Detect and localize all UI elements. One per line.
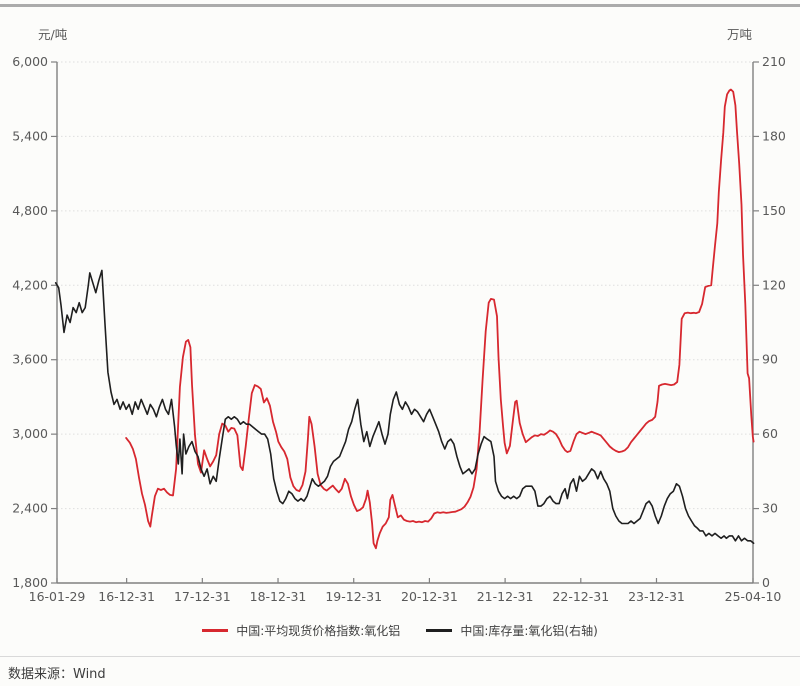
x-axis-tick-label: 23-12-31: [628, 589, 685, 604]
right-axis-tick-label: 120: [762, 277, 786, 292]
right-axis-tick-label: 90: [762, 352, 778, 367]
x-axis-tick-label: 16-01-29: [29, 589, 86, 604]
left-axis-tick-label: 3,000: [12, 426, 48, 441]
x-axis-tick-label: 22-12-31: [552, 589, 609, 604]
x-axis-tick-label: 19-12-31: [325, 589, 382, 604]
right-axis-tick-label: 150: [762, 203, 786, 218]
right-axis-title: 万吨: [726, 27, 752, 42]
left-axis-tick-label: 2,400: [12, 501, 48, 516]
left-axis-tick-label: 1,800: [12, 575, 48, 590]
bottom-divider: [0, 656, 800, 657]
x-axis-tick-label: 20-12-31: [401, 589, 458, 604]
price-inventory-chart: 6,000 5,400 4,800 4,200 3,600 3,000 2,400 1,800…: [12, 54, 786, 604]
right-axis-tick-label: 210: [762, 54, 786, 69]
x-axis-tick-label: 16-12-31: [98, 589, 155, 604]
left-axis-tick-label: 4,800: [12, 203, 48, 218]
legend: 中国:平均现货价格指数:氧化铝 中国:库存量:氧化铝(右轴): [0, 622, 800, 639]
right-axis-tick-label: 60: [762, 426, 778, 441]
top-border-bar: [0, 4, 800, 7]
source-note: 数据来源：Wind: [8, 667, 106, 682]
legend-label-inventory: 中国:库存量:氧化铝(右轴): [460, 624, 598, 638]
x-axis-tick-label: 21-12-31: [477, 589, 534, 604]
price-line-swatch: [202, 629, 229, 632]
legend-item-price: 中国:平均现货价格指数:氧化铝: [202, 622, 400, 639]
right-axis-tick-label: 0: [762, 575, 770, 590]
right-axis-tick-label: 180: [762, 128, 786, 143]
inventory-line: [54, 269, 755, 545]
right-axis-tick-label: 30: [762, 501, 778, 516]
x-axis-tick-label: 18-12-31: [250, 589, 307, 604]
left-axis-tick-label: 5,400: [12, 128, 48, 143]
left-axis-tick-label: 3,600: [12, 352, 48, 367]
x-axis-tick-label: 25-04-10: [725, 589, 782, 604]
inventory-line-swatch: [426, 629, 453, 632]
price-line: [125, 88, 755, 550]
legend-item-inventory: 中国:库存量:氧化铝(右轴): [426, 622, 598, 639]
legend-label-price: 中国:平均现货价格指数:氧化铝: [236, 624, 401, 638]
chart-area: 6,000 5,400 4,800 4,200 3,600 3,000 2,400 1,800…: [0, 27, 800, 639]
left-axis-tick-label: 6,000: [12, 54, 48, 69]
left-axis-title: 元/吨: [38, 27, 68, 42]
left-axis-tick-label: 4,200: [12, 277, 48, 292]
x-axis-tick-label: 17-12-31: [174, 589, 231, 604]
